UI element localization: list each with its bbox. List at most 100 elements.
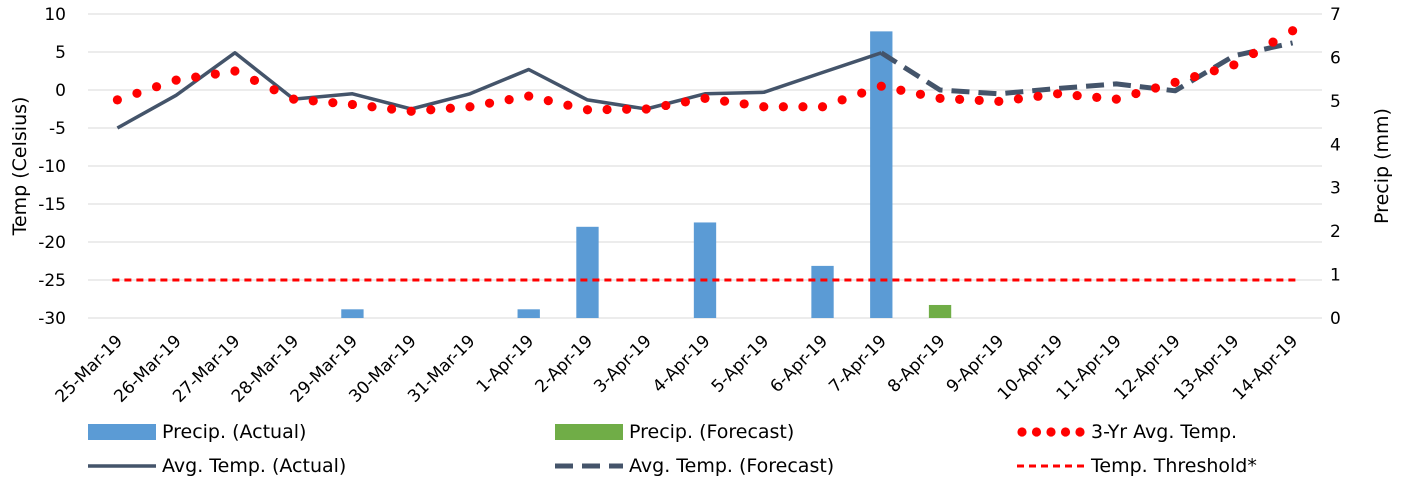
3-yr-avg-temp-dot [249,75,260,85]
avg-temp-actual-line [116,51,882,130]
3-yr-avg-temp-dot [994,96,1004,106]
3-yr-avg-temp-dot [112,95,122,105]
3-yr-avg-temp-dot [935,93,945,103]
3-yr-avg-temp-dot [367,102,377,112]
temperature-lines [112,26,1298,282]
legend-label: Avg. Temp. (Forecast) [629,455,834,477]
3-yr-avg-temp-dot [171,75,181,85]
x-tick-label: 6-Apr-19 [767,331,833,397]
left-tick-label: 10 [44,5,66,25]
left-tick-label: -5 [49,119,66,139]
3-yr-avg-temp-dot [1052,89,1063,99]
x-tick-label: 1-Apr-19 [473,331,539,397]
right-tick-label: 7 [1330,5,1341,25]
right-tick-label: 3 [1330,179,1341,199]
3-yr-avg-temp-dot [641,104,651,114]
legend-swatch-dot [1046,427,1056,437]
3-yr-avg-temp-dot [328,98,338,108]
3-yr-avg-temp-dot [974,95,984,105]
3-yr-avg-temp-dot [896,85,906,95]
x-tick-label: 4-Apr-19 [649,331,715,397]
right-tick-label: 4 [1330,135,1341,155]
legend-label: 3-Yr Avg. Temp. [1091,421,1237,443]
left-tick-label: -20 [38,233,66,253]
3-yr-avg-temp-dot [1072,90,1082,101]
legend-item-avg-temp-actual: Avg. Temp. (Actual) [88,455,346,477]
right-tick-label: 1 [1330,266,1341,286]
3-yr-avg-temp-dot [915,89,926,99]
3-yr-avg-temp-dot [759,102,769,112]
3-yr-avg-temp-dot [739,99,749,109]
left-tick-label: 0 [55,81,66,101]
right-axis-title: Precip (mm) [1371,108,1393,224]
legend-item-precip-forecast: Precip. (Forecast) [555,421,794,443]
left-tick-label: -10 [38,157,66,177]
3-yr-avg-temp-dot [465,102,475,112]
right-tick-label: 0 [1330,309,1341,329]
3-yr-avg-temp-dot [1013,94,1023,104]
legend-swatch [88,424,156,440]
right-axis-ticks: 7 6 5 4 3 2 1 0 [1330,5,1341,329]
3-yr-avg-temp-dot [1033,91,1043,101]
3-yr-avg-temp-dot [504,95,514,105]
precip-actual-bar [811,265,834,318]
3-yr-avg-temp-dot [151,82,162,92]
3-yr-avg-temp-dot [661,100,671,111]
3-yr-avg-temp-dot [798,102,808,112]
3-yr-avg-temp-dot [1131,88,1141,99]
legend-swatch [555,424,623,440]
3-yr-avg-temp-dot [426,105,436,115]
3-yr-avg-temp-dot [563,100,573,110]
3-yr-avg-temp-dot [524,91,534,101]
3-yr-avg-temp-dot [543,96,553,106]
3-yr-avg-temp-dot [308,96,318,106]
legend: Precip. (Actual) Precip. (Forecast) 3-Yr A… [88,421,1257,477]
left-axis-title: Temp (Celsius) [9,97,31,237]
3-yr-avg-temp-dot [700,93,710,103]
legend-item-temp-threshold: Temp. Threshold* [1017,455,1257,477]
x-tick-label: 7-Apr-19 [825,331,891,397]
legend-swatch-dot [1060,427,1071,437]
legend-label: Precip. (Actual) [162,421,306,443]
3-yr-avg-temp-dot [1209,66,1219,76]
avg-temp-forecast-line [879,40,1294,97]
right-tick-label: 5 [1330,92,1341,112]
right-tick-label: 6 [1330,48,1341,68]
precip-actual-bar [870,31,893,318]
precip-actual-bar [576,226,599,318]
3-yr-avg-temp-dot [406,106,416,116]
3-yr-avg-temp-dot [289,94,299,104]
3-yr-avg-temp-dot [817,102,828,112]
3-yr-avg-temp-dot [955,94,965,104]
right-tick-label: 2 [1330,222,1341,242]
legend-item-precip-actual: Precip. (Actual) [88,421,306,443]
3-yr-avg-temp-dot [680,97,691,107]
3-yr-avg-temp-dot [1092,92,1102,102]
x-tick-label: 2-Apr-19 [531,331,597,397]
3-yr-avg-temp-dot [719,96,730,106]
3-yr-avg-temp-dot [132,88,142,98]
precip-bars [341,31,952,318]
legend-swatch-dot [1017,427,1027,437]
3-yr-avg-temp-dot [622,104,632,114]
3-yr-avg-temp-dot [1150,83,1161,93]
3-yr-avg-temp-dot [837,95,847,105]
3-yr-avg-temp-dot [582,105,593,115]
3-yr-avg-temp-dot [387,104,397,114]
legend-swatch-dot [1031,427,1042,437]
left-axis-ticks: 10 5 0 -5 -10 -15 -20 -25 -30 [38,5,66,329]
3-yr-avg-temp-dot [602,104,612,115]
3-yr-avg-temp-dot [857,88,867,98]
3-yr-avg-temp-dot [1229,60,1239,70]
precip-actual-bar [693,222,717,318]
3-yr-avg-temp-dot [1170,77,1180,87]
3-yr-avg-temp-dot [445,103,455,113]
3-yr-avg-temp-dot [210,69,220,79]
3-yr-avg-temp-dot [1268,37,1278,47]
legend-label: Precip. (Forecast) [629,421,794,443]
legend-item-3-yr-avg-temp: 3-Yr Avg. Temp. [1017,421,1237,443]
left-tick-label: -15 [38,195,66,215]
3-yr-avg-temp-dot [1190,71,1200,82]
legend-swatch-dot [1075,427,1085,437]
